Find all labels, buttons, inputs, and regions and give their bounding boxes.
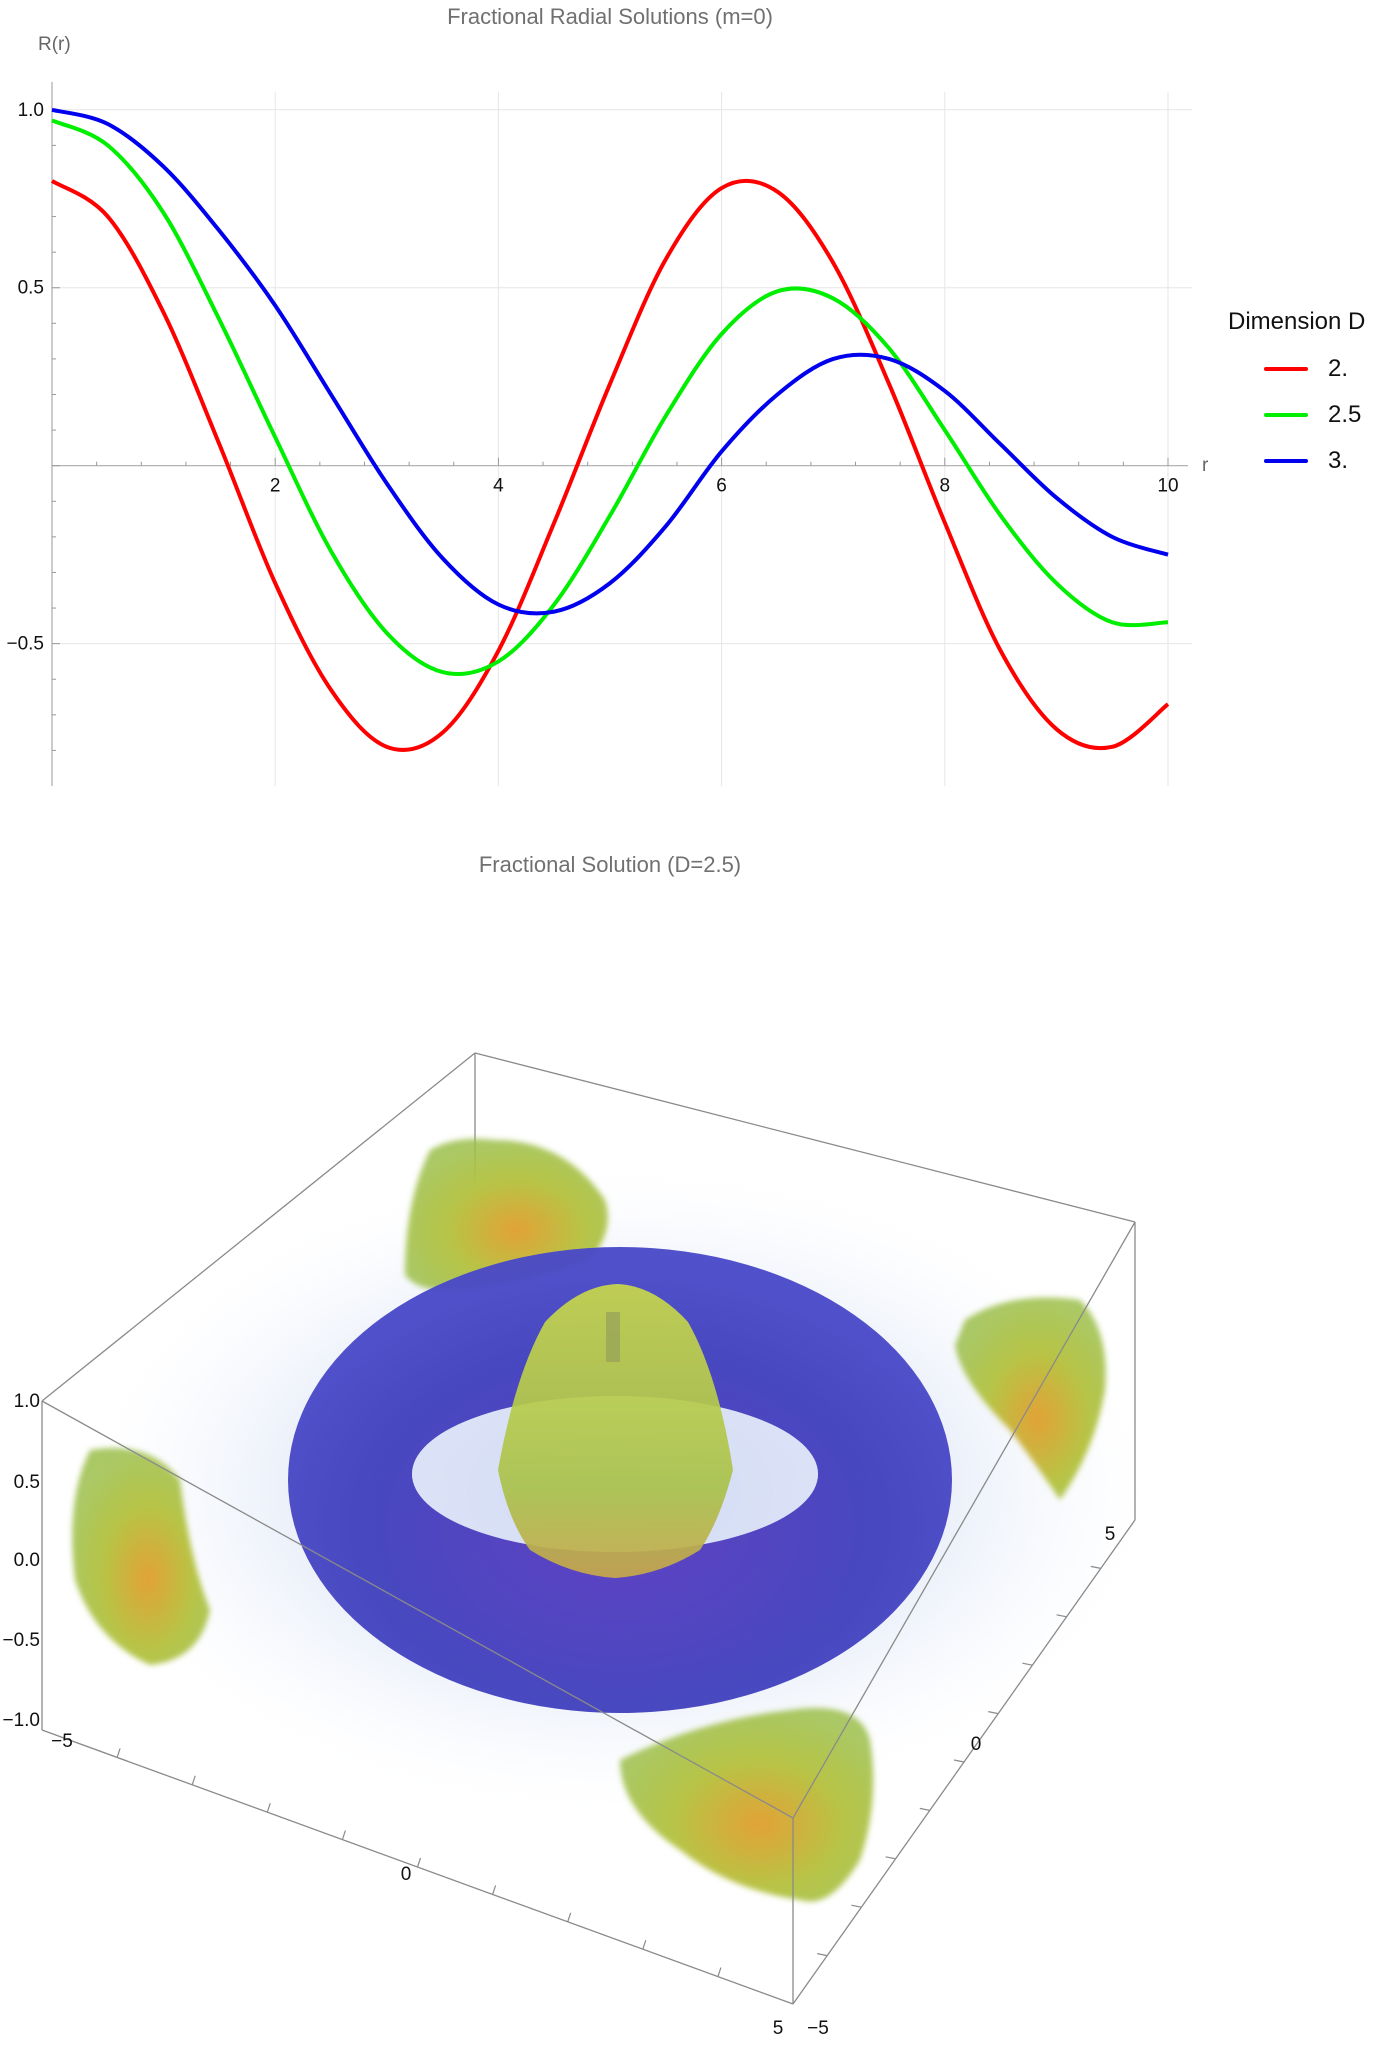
front-tick-mark xyxy=(266,1803,271,1813)
z-tick-label: −1.0 xyxy=(2,1710,40,1731)
right-tick-mark xyxy=(885,1856,896,1860)
series-line-0 xyxy=(50,178,1170,752)
lobe-left xyxy=(72,1448,211,1665)
series-lines xyxy=(50,107,1170,752)
right-tick-mark xyxy=(817,1953,828,1957)
front-tick-mark xyxy=(717,1967,722,1977)
front-axis-tick-label: 0 xyxy=(401,1864,412,1885)
x-axis-label: r xyxy=(1202,455,1209,476)
central-core xyxy=(498,1284,733,1578)
legend-label: 3. xyxy=(1328,447,1349,474)
radial-solutions-plot: 2 4 6 8 10 1.0 0.5 −0.5 R(r) r xyxy=(6,34,1209,786)
legend: Dimension D 2. 2.5 3. xyxy=(1228,308,1365,484)
x-tick-label: 6 xyxy=(716,476,727,497)
grid xyxy=(52,92,1192,786)
right-tick-mark xyxy=(953,1759,965,1763)
volume-tick-labels: 1.0 0.5 0.0 −0.5 −1.0 −5 0 5 5 0 −5 xyxy=(2,1391,1115,2039)
x-tick-label: 2 xyxy=(270,476,281,497)
right-axis-tick-label: 5 xyxy=(1105,1524,1116,1545)
legend-swatch xyxy=(1264,413,1308,417)
torus xyxy=(288,1247,952,1713)
legend-item: 2. xyxy=(1228,346,1365,392)
x-tick-label: 8 xyxy=(940,476,951,497)
lobes xyxy=(72,1138,1106,1902)
z-tick-label: −0.5 xyxy=(2,1630,40,1651)
right-tick-mark xyxy=(1022,1662,1033,1666)
right-axis-tick-label: 0 xyxy=(971,1734,982,1755)
legend-item: 2.5 xyxy=(1228,392,1365,438)
right-tick-mark xyxy=(1056,1614,1067,1618)
right-tick-mark xyxy=(1090,1565,1101,1569)
front-tick-mark xyxy=(416,1857,422,1868)
tick-labels: 2 4 6 8 10 1.0 0.5 −0.5 xyxy=(6,100,1178,655)
box-tick-marks xyxy=(116,1565,1101,1977)
front-tick-mark xyxy=(642,1940,647,1950)
legend-title: Dimension D xyxy=(1228,308,1366,335)
legend-swatch xyxy=(1264,459,1308,463)
lobe-right xyxy=(955,1297,1106,1500)
right-tick-mark xyxy=(919,1807,930,1811)
axes xyxy=(51,82,1188,786)
legend-item: 3. xyxy=(1228,438,1365,484)
y-axis-label: R(r) xyxy=(38,34,71,55)
right-axis-tick-label: −5 xyxy=(807,2018,829,2039)
radial-chart-title: Fractional Radial Solutions (m=0) xyxy=(447,4,773,29)
front-tick-mark xyxy=(116,1748,121,1758)
legend-label: 2. xyxy=(1328,355,1349,382)
z-tick-label: 0.0 xyxy=(14,1550,40,1571)
y-tick-label: −0.5 xyxy=(6,634,44,655)
right-tick-mark xyxy=(988,1711,999,1715)
right-tick-mark xyxy=(851,1904,862,1908)
x-tick-label: 10 xyxy=(1157,476,1178,497)
series-line-1 xyxy=(51,118,1169,677)
series-line-2 xyxy=(51,107,1169,616)
legend-swatch xyxy=(1264,367,1308,371)
front-tick-mark xyxy=(191,1775,196,1785)
front-tick-mark xyxy=(567,1912,572,1922)
core-spike xyxy=(606,1312,620,1362)
volume-chart-title: Fractional Solution (D=2.5) xyxy=(478,852,742,877)
legend-label: 2.5 xyxy=(1328,401,1362,428)
z-tick-label: 0.5 xyxy=(14,1472,40,1493)
front-tick-mark xyxy=(492,1885,497,1895)
front-tick-mark xyxy=(341,1830,346,1840)
x-tick-label: 4 xyxy=(493,476,504,497)
front-axis-tick-label: 5 xyxy=(773,2018,784,2039)
y-tick-label: 0.5 xyxy=(18,278,44,299)
z-tick-label: 1.0 xyxy=(14,1391,40,1412)
front-axis-tick-label: −5 xyxy=(51,1731,73,1752)
y-tick-label: 1.0 xyxy=(18,100,44,121)
